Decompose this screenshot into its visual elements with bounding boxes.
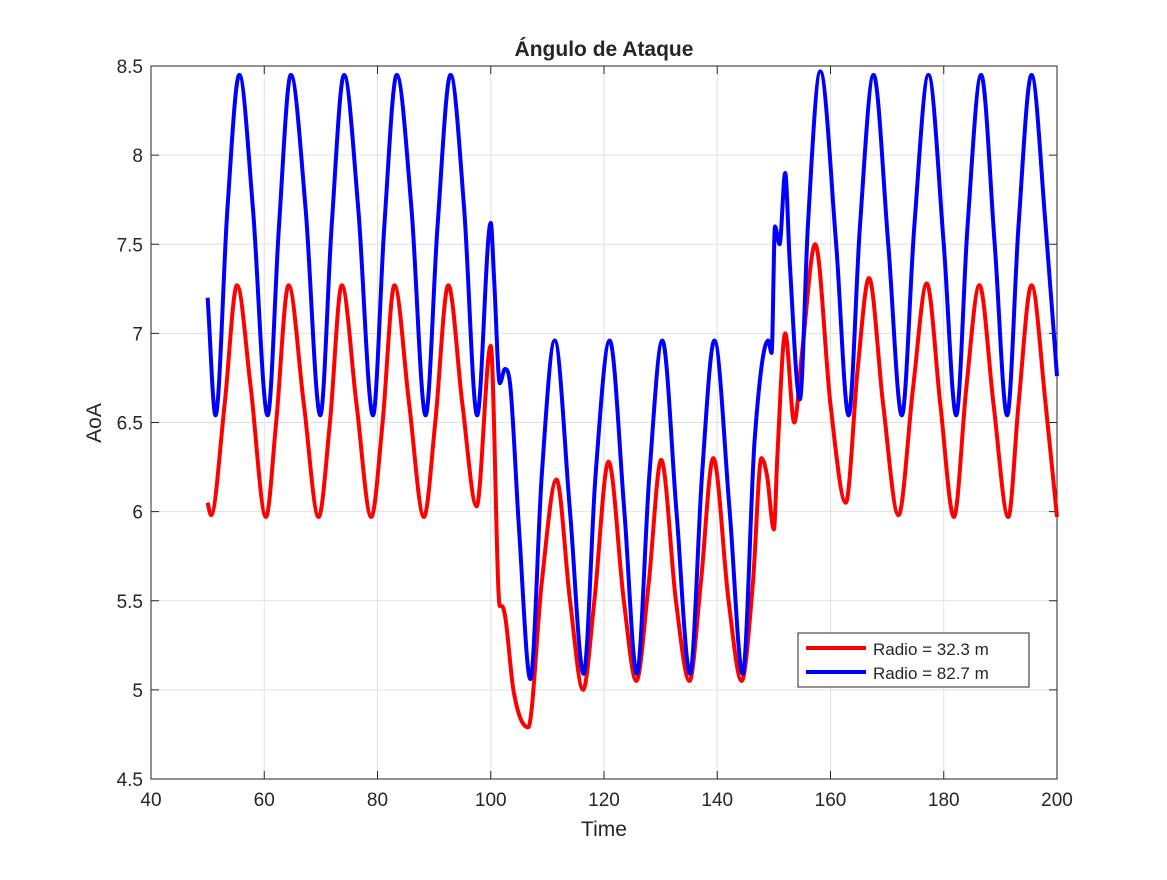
x-tick-label: 200	[1041, 790, 1073, 811]
x-tick-label: 140	[701, 790, 733, 811]
y-tick-label: 7	[132, 324, 143, 345]
series-lines	[205, 69, 1059, 730]
y-tick-label: 5.5	[117, 592, 143, 613]
x-tick-label: 100	[475, 790, 507, 811]
axis-ticks: 40 60 80 100 120 140 160 180 200 4.5 5 5.5 6 6.5 7 7.5 8…	[117, 57, 1073, 811]
x-tick-label: 60	[254, 790, 275, 811]
y-tick-label: 8	[132, 146, 143, 167]
y-tick-label: 4.5	[117, 770, 143, 791]
chart-title: Ángulo de Ataque	[515, 38, 694, 61]
x-tick-label: 180	[928, 790, 960, 811]
legend-label-series-1: Radio = 32.3 m	[873, 640, 989, 659]
x-tick-label: 80	[367, 790, 388, 811]
y-tick-label: 6.5	[117, 414, 143, 435]
y-axis-label: AoA	[83, 403, 106, 443]
x-axis-label: Time	[581, 818, 627, 841]
legend-label-series-2: Radio = 82.7 m	[873, 664, 989, 683]
y-tick-label: 6	[132, 503, 143, 524]
y-tick-label: 5	[132, 681, 143, 702]
legend: Radio = 32.3 m Radio = 82.7 m	[797, 632, 1030, 688]
series-line-1	[205, 242, 1059, 730]
legend-box	[797, 632, 1030, 688]
y-tick-label: 8.5	[117, 57, 143, 78]
x-tick-label: 160	[815, 790, 847, 811]
x-tick-label: 120	[588, 790, 620, 811]
x-tick-label: 40	[140, 790, 161, 811]
y-tick-label: 7.5	[117, 235, 143, 256]
series-line-2	[205, 69, 1059, 682]
